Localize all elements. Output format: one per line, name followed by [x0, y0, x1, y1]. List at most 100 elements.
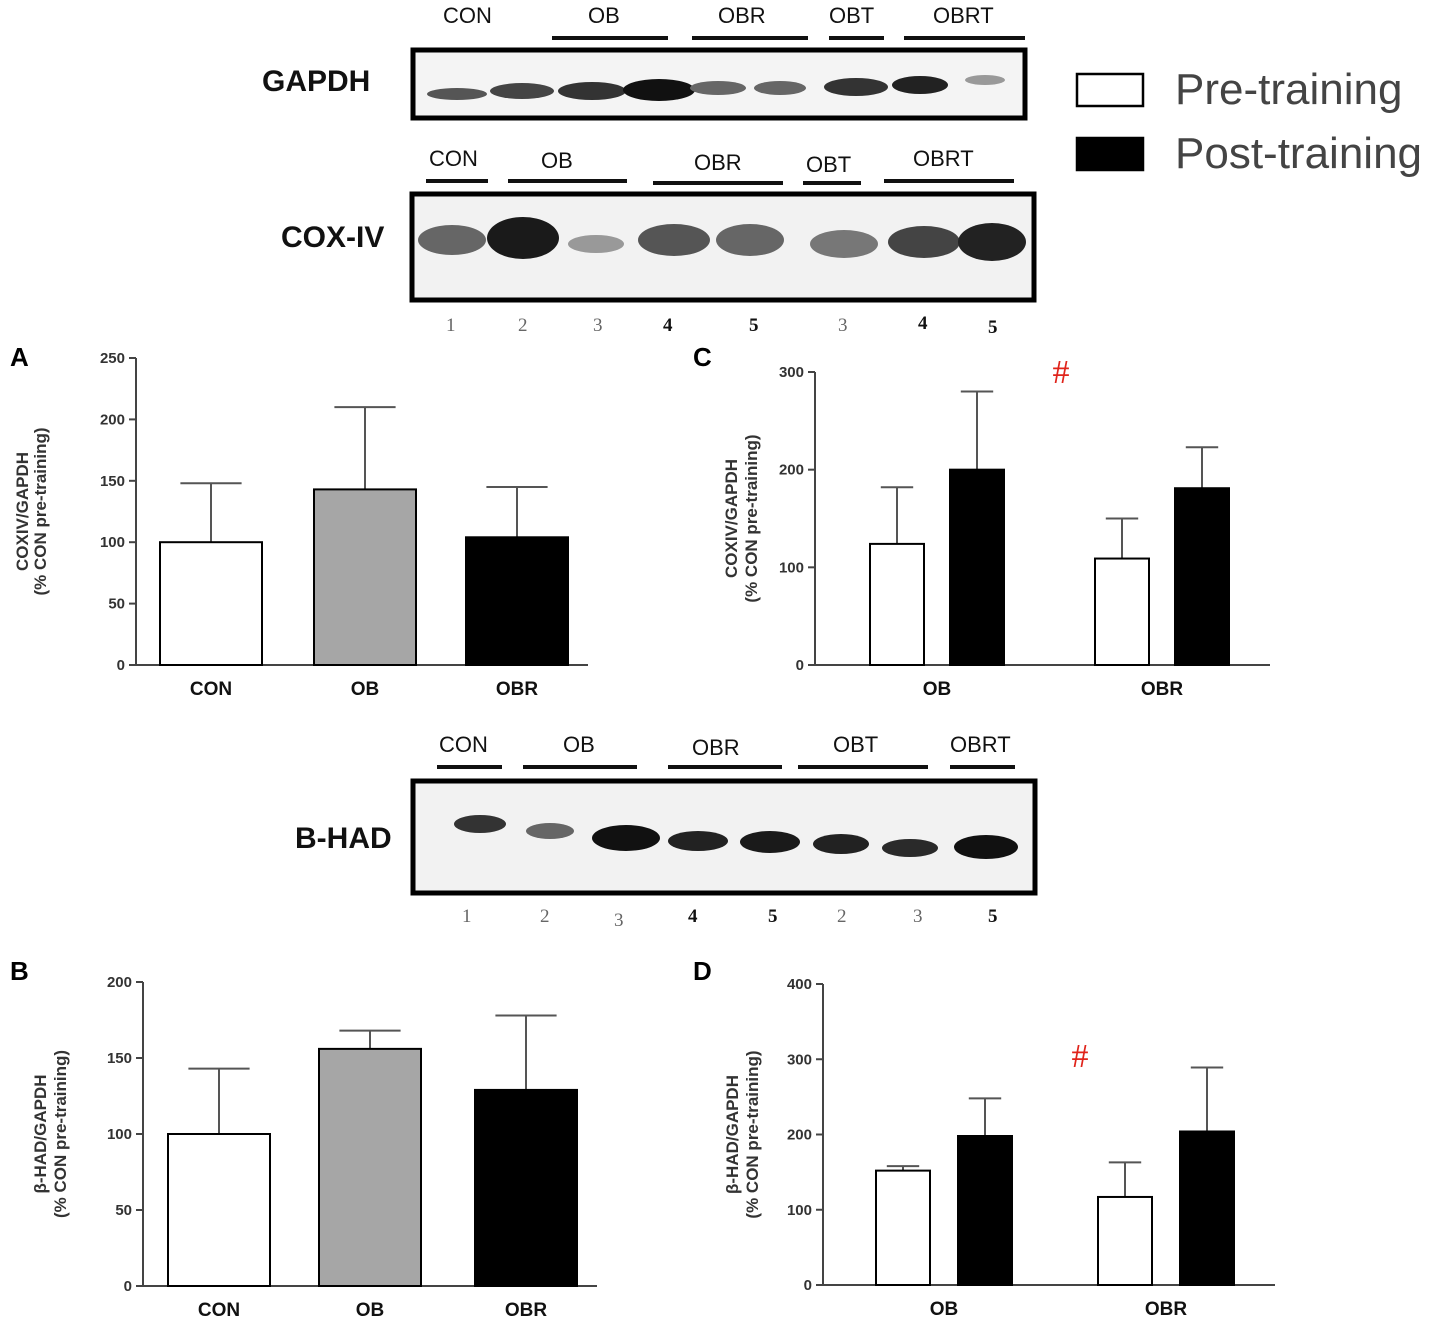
x-category-label: OBR	[1145, 1299, 1188, 1320]
y-tick-label: 300	[787, 1051, 812, 1068]
y-axis-title: (% CON pre-training)	[742, 434, 761, 602]
bhad-band	[813, 834, 869, 854]
bhad-blot: CON OB OBR OBT OBRT B-HAD 1 2 3 4 5 2 3 …	[295, 732, 1038, 931]
bar	[465, 536, 569, 667]
coxiv-blot: CON OB OBR OBT OBRT COX-IV 1 2 3 4 5 3 4…	[281, 146, 1037, 338]
gapdh-group-label-con: CON	[443, 3, 492, 28]
bhad-lane-number: 2	[540, 906, 550, 927]
y-tick-label: 150	[100, 473, 125, 490]
y-tick-label: 0	[796, 657, 804, 674]
bar	[167, 1133, 271, 1287]
gapdh-band	[754, 81, 806, 95]
bar	[875, 1169, 931, 1286]
gapdh-group-label-ob: OB	[588, 3, 620, 28]
legend-label-pre-training: Pre-training	[1175, 65, 1402, 114]
x-category-label: OBR	[1141, 679, 1184, 700]
x-category-label: OB	[356, 1300, 385, 1321]
y-tick-label: 150	[107, 1050, 132, 1067]
significance-marker: #	[1053, 354, 1070, 391]
coxiv-lane-number: 5	[988, 317, 998, 338]
bhad-band	[882, 839, 938, 857]
legend: Pre-training Post-training	[1075, 65, 1422, 178]
y-axis-title: (% CON pre-training)	[31, 427, 50, 595]
bhad-group-label-ob: OB	[563, 732, 595, 757]
coxiv-lane-number: 4	[663, 315, 673, 336]
gapdh-band	[623, 79, 695, 101]
y-tick-label: 200	[787, 1127, 812, 1144]
y-axis-title: COXIV/GAPDH	[722, 459, 741, 578]
bhad-band	[526, 823, 574, 839]
coxiv-band	[638, 224, 710, 256]
bhad-band	[740, 831, 800, 853]
coxiv-group-label-ob: OB	[541, 148, 573, 173]
bar	[318, 1047, 422, 1287]
bhad-group-label-obrt: OBRT	[950, 732, 1011, 757]
bhad-lane-number: 3	[614, 910, 624, 931]
x-category-label: OBR	[496, 679, 539, 700]
coxiv-lane-number: 4	[918, 313, 928, 334]
y-tick-label: 200	[107, 974, 132, 991]
y-axis-title: β-HAD/GAPDH	[723, 1075, 742, 1194]
bar	[159, 541, 263, 667]
bhad-lane-number: 1	[462, 906, 472, 927]
y-axis-title: (% CON pre-training)	[743, 1050, 762, 1218]
coxiv-band	[716, 224, 784, 256]
bhad-group-label-con: CON	[439, 732, 488, 757]
gapdh-blot-name: GAPDH	[262, 65, 370, 98]
bar	[1179, 1130, 1235, 1286]
coxiv-group-label-obt: OBT	[806, 152, 851, 177]
chart-panel-d: 0 100 200 300 400 β-HAD/GAPDH (% CON pre-train…	[723, 976, 1275, 1320]
coxiv-band	[810, 230, 878, 258]
x-category-label: OB	[351, 679, 380, 700]
bhad-blot-name: B-HAD	[295, 822, 392, 855]
coxiv-band	[888, 226, 960, 258]
y-tick-label: 50	[115, 1202, 132, 1219]
legend-label-post-training: Post-training	[1175, 129, 1422, 178]
gapdh-group-label-obr: OBR	[718, 3, 766, 28]
y-tick-label: 50	[108, 596, 125, 613]
bar	[474, 1088, 578, 1288]
coxiv-band	[487, 217, 559, 259]
gapdh-group-label-obrt: OBRT	[933, 3, 994, 28]
bar	[1094, 557, 1150, 666]
y-tick-label: 0	[117, 657, 125, 674]
coxiv-group-label-obr: OBR	[694, 150, 742, 175]
y-axis-title: β-HAD/GAPDH	[31, 1075, 50, 1194]
panel-letter-c: C	[693, 342, 712, 372]
x-category-label: CON	[190, 679, 232, 700]
bar	[1174, 487, 1230, 666]
bhad-band	[592, 825, 660, 851]
panel-letter-a: A	[10, 342, 29, 372]
gapdh-band	[427, 88, 487, 100]
bhad-band	[668, 831, 728, 851]
y-tick-label: 400	[787, 976, 812, 993]
coxiv-band	[568, 235, 624, 253]
coxiv-group-label-obrt: OBRT	[913, 146, 974, 171]
y-tick-label: 0	[804, 1277, 812, 1294]
coxiv-band	[418, 225, 486, 255]
y-tick-label: 250	[100, 350, 125, 367]
x-category-label: OB	[930, 1299, 959, 1320]
bhad-lane-number: 2	[837, 906, 847, 927]
legend-swatch-pre-training	[1075, 72, 1145, 108]
x-category-label: CON	[198, 1300, 240, 1321]
coxiv-band	[958, 223, 1026, 261]
gapdh-band	[965, 75, 1005, 85]
bhad-lane-number: 5	[988, 906, 998, 927]
y-tick-label: 100	[100, 534, 125, 551]
y-tick-label: 100	[787, 1202, 812, 1219]
bhad-group-label-obr: OBR	[692, 735, 740, 760]
bhad-group-label-obt: OBT	[833, 732, 878, 757]
gapdh-band	[824, 78, 888, 96]
gapdh-band	[558, 82, 626, 100]
y-tick-label: 300	[779, 364, 804, 381]
panel-letter-d: D	[693, 956, 712, 986]
bar	[957, 1135, 1013, 1286]
panel-letter-b: B	[10, 956, 29, 986]
y-tick-label: 100	[107, 1126, 132, 1143]
coxiv-blot-name: COX-IV	[281, 221, 384, 254]
bhad-lane-number: 3	[913, 906, 923, 927]
y-axis-title: COXIV/GAPDH	[13, 452, 32, 571]
bhad-band	[954, 835, 1018, 859]
